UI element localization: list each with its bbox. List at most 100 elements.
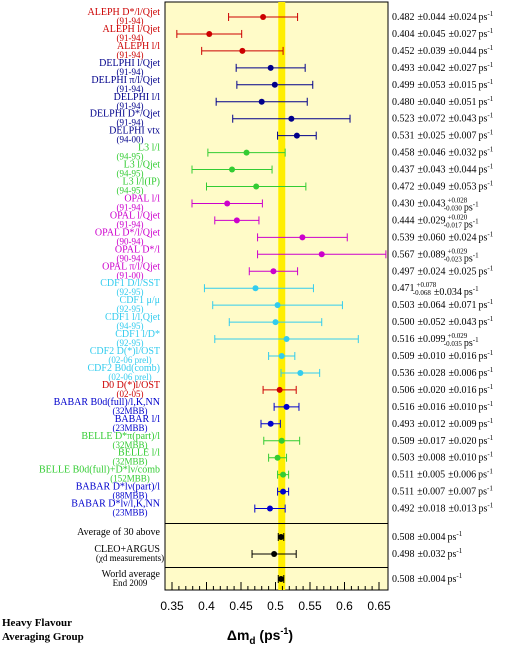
- row-sublabel: (91-94): [117, 33, 144, 43]
- data-point: [253, 183, 260, 190]
- row-sublabel: (92-95): [117, 338, 144, 348]
- row-label: CLEO+ARGUS: [94, 544, 160, 555]
- row-label: OPAL π/l/Qjet: [102, 261, 160, 272]
- row-result: 0.480 ±0.040 ±0.051 ps-1: [392, 95, 494, 108]
- x-tick-label: 0.5: [267, 599, 284, 613]
- data-row: ALEPH l/l(91-94): [117, 41, 284, 60]
- row-sublabel: (91-94): [117, 84, 144, 94]
- x-tick-label: 0.35: [160, 599, 184, 613]
- row-label: BELLE B0d(full)+D*lν/comb: [39, 465, 160, 476]
- row-result: 0.493 ±0.042 ±0.027 ps-1: [392, 61, 494, 74]
- row-label: ALEPH l/Qjet: [103, 24, 161, 35]
- row-label: BELLE l/l: [118, 448, 160, 459]
- row-sublabel: (152MBB): [110, 474, 150, 484]
- x-axis-title: Δmd (ps-1): [227, 626, 293, 647]
- row-sublabel: (91-94): [117, 101, 144, 111]
- row-result: 0.471 +0.078 -0.068 ±0.034 ps-1: [392, 281, 479, 298]
- row-sublabel: (92-95): [117, 304, 144, 314]
- data-row: CDF1 l/l,Qjet(94-95): [105, 312, 323, 331]
- row-result: 0.511 ±0.007 ±0.007 ps-1: [392, 485, 493, 498]
- data-row: BABAR D*lν/l,K,NN(23MBB): [71, 499, 286, 518]
- data-row: OPAL D*/l/Qjet(90-94): [95, 227, 348, 246]
- row-label: World average: [102, 569, 161, 580]
- row-label: DELPHI l/l: [114, 92, 161, 103]
- row-sublabel: (02-05): [117, 389, 144, 399]
- data-row: L3 l/l(94-95): [117, 143, 286, 162]
- row-label: DELPHI vtx: [109, 126, 160, 137]
- row-result: 0.452 ±0.039 ±0.044 ps-1: [392, 44, 494, 57]
- x-tick-label: 0.45: [229, 599, 253, 613]
- row-result: 0.492 ±0.018 ±0.013 ps-1: [392, 502, 494, 515]
- data-point: [299, 234, 306, 241]
- row-result: 0.536 ±0.028 ±0.006 ps-1: [392, 366, 494, 379]
- data-row: ALEPH D*/l/Qjet(91-94): [88, 7, 299, 26]
- row-result: 0.509 ±0.017 ±0.020 ps-1: [392, 434, 494, 447]
- data-row: L3 l/Qjet(94-95): [117, 160, 273, 179]
- row-label: OPAL D*/l/Qjet: [95, 227, 160, 238]
- data-row: BABAR B0d(full)/l,K,NN(32MBB): [54, 397, 300, 416]
- row-label: OPAL l/Qjet: [110, 210, 160, 221]
- data-point: [272, 319, 279, 326]
- row-label: D0 D(*)l/OST: [102, 380, 160, 391]
- row-label: BABAR B0d(full)/l,K,NN: [54, 397, 160, 408]
- row-label: ALEPH l/l: [117, 41, 160, 52]
- data-point: [233, 217, 240, 224]
- row-label: CDF1 μ/μ: [120, 295, 160, 306]
- row-result: 0.497 ±0.024 ±0.025 ps-1: [392, 264, 494, 277]
- data-row: CDF2 D(*)l/OST(02-06 prel): [90, 346, 296, 365]
- data-point: [288, 115, 295, 122]
- row-sublabel: (91-94): [117, 118, 144, 128]
- data-point: [260, 14, 267, 20]
- row-label: OPAL D*/l: [115, 244, 160, 255]
- row-sublabel: (χd measurements): [96, 553, 164, 563]
- row-sublabel: (02-06 prel): [108, 355, 151, 365]
- row-result: 0.503 ±0.064 ±0.071 ps-1: [392, 298, 494, 311]
- row-result: 0.509 ±0.010 ±0.016 ps-1: [392, 349, 494, 362]
- data-point: [297, 369, 304, 376]
- row-label: OPAL l/l: [124, 193, 160, 204]
- row-label: ALEPH D*/l/Qjet: [88, 7, 161, 18]
- data-row: CLEO+ARGUS(χd measurements): [94, 544, 297, 563]
- data-point: [280, 488, 287, 495]
- row-result: 0.508 ±0.004 ps-1: [392, 572, 463, 585]
- data-point: [224, 200, 231, 207]
- data-row: OPAL l/Qjet(91-94): [110, 210, 260, 229]
- row-label: BABAR D*lν(part)/l: [76, 482, 160, 493]
- data-point: [274, 302, 281, 309]
- row-label: DELPHI π/l/Qjet: [91, 75, 160, 86]
- data-point: [283, 336, 290, 343]
- row-result: 0.437 ±0.043 ±0.044 ps-1: [392, 163, 494, 176]
- data-row: CDF2 B0d(comb)(02-06 prel): [88, 363, 321, 382]
- data-point: [258, 98, 265, 105]
- row-sublabel: (94-95): [117, 169, 144, 179]
- row-label: CDF1 l/l,Qjet: [105, 312, 160, 323]
- x-tick-label: 0.6: [336, 599, 353, 613]
- row-result: 0.493 ±0.012 ±0.009 ps-1: [392, 417, 494, 430]
- row-result: 0.508 ±0.004 ps-1: [392, 530, 463, 543]
- data-point: [276, 386, 283, 393]
- data-row: BELLE B0d(full)+D*lν/comb(152MBB): [39, 465, 290, 484]
- data-row: L3 l/l(IP)(94-95): [117, 177, 307, 196]
- row-result: 0.516 ±0.016 ±0.010 ps-1: [392, 400, 494, 413]
- row-result: 0.503 ±0.008 ±0.010 ps-1: [392, 451, 494, 464]
- world-average-band: [278, 2, 286, 590]
- row-label: L3 l/l(IP): [123, 177, 161, 188]
- row-sublabel: (23MBB): [112, 508, 147, 518]
- row-sublabel: (91-94): [117, 202, 144, 212]
- row-result: 0.444 ±0.029 +0.020 -0.017 ps-1: [392, 213, 479, 230]
- row-result: 0.499 ±0.053 ±0.015 ps-1: [392, 78, 494, 91]
- row-label: L3 l/l: [138, 143, 160, 154]
- row-sublabel: (91-00): [117, 270, 144, 280]
- row-label: BABAR D*lν/l,K,NN: [71, 499, 160, 510]
- data-point: [293, 132, 300, 139]
- data-row: D0 D(*)l/OST(02-05): [102, 380, 297, 399]
- row-label: L3 l/Qjet: [124, 160, 161, 171]
- data-point: [229, 166, 236, 173]
- data-point: [267, 420, 274, 427]
- row-label: DELPHI D*/Qjet: [90, 109, 160, 120]
- row-result: 0.482 ±0.044 ±0.024 ps-1: [392, 10, 494, 23]
- data-row: BABAR D*lν(part)/l(88MBB): [76, 482, 290, 501]
- row-label: CDF2 D(*)l/OST: [90, 346, 160, 357]
